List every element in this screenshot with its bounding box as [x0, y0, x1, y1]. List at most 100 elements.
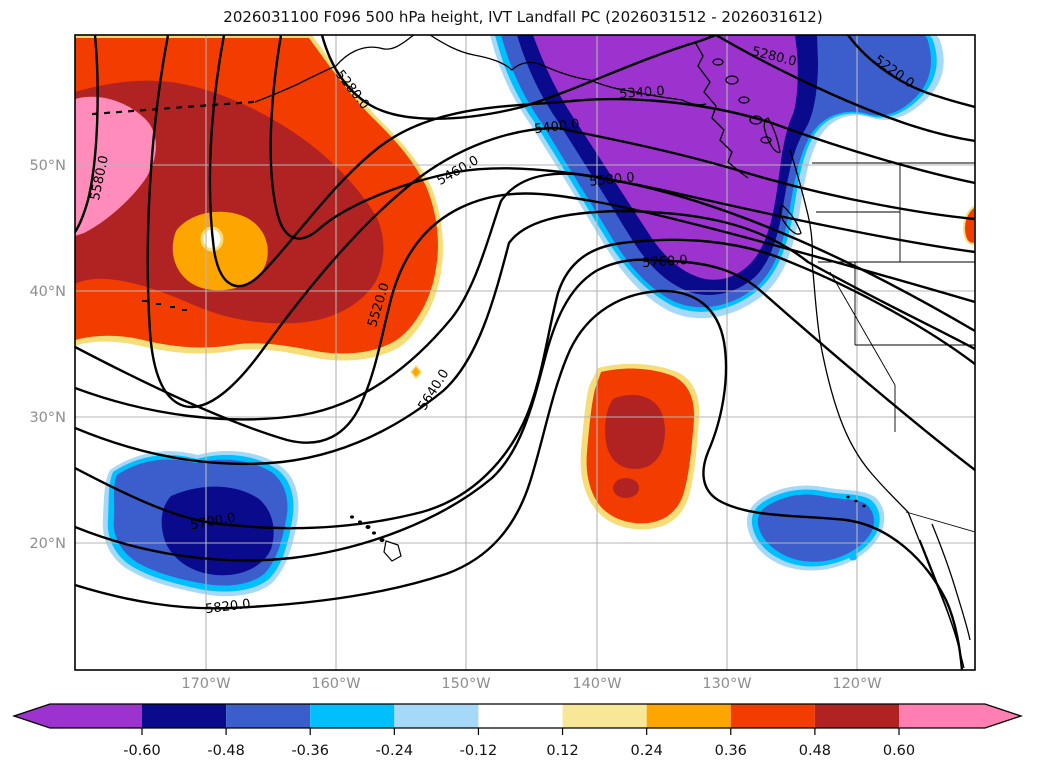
height-contours [75, 35, 975, 670]
contour-5520 [75, 192, 975, 444]
colorbar-segments [14, 704, 1021, 728]
aleutian-island [176, 106, 183, 109]
gridlines [75, 35, 975, 670]
nw-hawaiian-island [142, 300, 147, 302]
colorbar-right-arrow [985, 704, 1021, 728]
small-diamond [410, 364, 422, 380]
colorbar-tick-label: -0.36 [291, 743, 329, 759]
colorbar-tick-label: 0.12 [546, 743, 578, 759]
aleutian-island [248, 100, 255, 104]
colorbar-segment [899, 704, 985, 728]
filled-contours [75, 35, 975, 597]
islands [92, 58, 866, 562]
contour-5820 [75, 289, 964, 670]
colorbar-segment [730, 704, 815, 728]
coastline-haida-gwaii [763, 117, 781, 153]
contour-5580-west [75, 35, 99, 234]
nw-hawaiian-island [170, 306, 175, 308]
colorbar-tick-label: -0.60 [123, 743, 161, 759]
channel-island [854, 499, 858, 503]
colorbar: -0.60 -0.48 -0.36 -0.24 -0.12 0.12 0.24 0.36 0.4… [11, 703, 1024, 759]
hawaii-big-island [383, 540, 402, 562]
sw-blob-navy-core [161, 486, 274, 576]
coastline-alaska-south [429, 35, 707, 106]
aleutian-island [104, 111, 111, 115]
contour-label: 5580.0 [589, 170, 636, 190]
lon-tick-label: 150°W [441, 676, 490, 692]
nw-hawaiian-island [182, 309, 187, 311]
colorbar-tick-label: 0.24 [631, 743, 663, 759]
aleutian-island [127, 109, 135, 113]
aleutian-island [224, 102, 231, 106]
contour-label: 5460.0 [435, 153, 482, 189]
se-blob-blue [757, 494, 874, 562]
se-alaska-island [760, 136, 772, 144]
mid-blob-dot [613, 478, 639, 498]
plot-border [74, 34, 976, 671]
colorbar-segment [142, 704, 227, 728]
se-alaska-island [712, 58, 724, 66]
warm-region-inner-orange [172, 211, 268, 291]
colorbar-tick-label: -0.24 [376, 743, 414, 759]
colorbar-segment [478, 704, 563, 728]
contour-5400 [146, 35, 975, 409]
lon-tick-label: 140°W [572, 676, 621, 692]
colorbar-tick-label: 0.36 [715, 743, 747, 759]
aleutian-island [115, 110, 123, 114]
channel-island [862, 504, 866, 508]
contour-5340 [208, 35, 975, 288]
contour-label: 5820.0 [205, 597, 252, 617]
lat-tick-label: 40°N [29, 284, 66, 300]
aleutian-island [200, 104, 207, 108]
lon-axis: 170°W 160°W 150°W 140°W 130°W 120°W [181, 676, 881, 692]
colorbar-tick-label: 0.60 [883, 743, 915, 759]
colorbar-segment [394, 704, 479, 728]
border-ca-nv [829, 271, 896, 386]
se-alaska-island [738, 96, 750, 104]
hawaiian-island [372, 531, 376, 535]
colorbar-segment [50, 704, 142, 728]
colorbar-segment [814, 704, 899, 728]
colorbar-ticks [141, 728, 900, 735]
coastline-us-west [811, 261, 909, 513]
border-us-mexico [905, 511, 975, 533]
colorbar-tick-label: -0.48 [207, 743, 245, 759]
contour-5460 [269, 35, 975, 254]
lon-tick-label: 120°W [832, 676, 881, 692]
colorbar-left-arrow [14, 704, 50, 728]
coastline-bc [789, 149, 814, 263]
hawaiian-island [350, 515, 354, 519]
contour-5760 [75, 258, 975, 562]
lon-tick-label: 170°W [181, 676, 230, 692]
contour-label: 5640.0 [416, 367, 453, 414]
contour-label: 5400.0 [534, 117, 581, 137]
ne-region-purple-core [533, 35, 798, 280]
contour-5280-east [714, 35, 975, 143]
se-blob-dot [849, 553, 857, 561]
aleutian-island [236, 101, 243, 105]
channel-island [846, 495, 850, 499]
colorbar-segment [646, 704, 731, 728]
lat-tick-label: 50°N [29, 158, 66, 174]
contour-5580 [75, 172, 975, 421]
colorbar-segment [562, 704, 647, 728]
colorbar-segment [310, 704, 395, 728]
colorbar-outline [11, 703, 1024, 729]
hawaiian-island [365, 525, 371, 529]
aleutian-island [188, 105, 195, 108]
aleutian-island [164, 106, 171, 110]
contour-5220 [846, 35, 975, 109]
lon-tick-label: 130°W [702, 676, 751, 692]
mid-blob-core [605, 394, 665, 469]
coastline-se-alaska [694, 41, 749, 179]
right-edge-sliver [963, 204, 975, 245]
lat-tick-label: 30°N [29, 410, 66, 426]
coastline-baja-gulf [919, 539, 959, 645]
coastline-gulf-mainland [931, 523, 971, 641]
lon-tick-label: 160°W [311, 676, 360, 692]
nw-hawaiian-island [156, 303, 161, 305]
contour-label: 5760.0 [642, 253, 688, 271]
colorbar-tick-label: -0.12 [460, 743, 498, 759]
contour-5640 [75, 209, 975, 466]
